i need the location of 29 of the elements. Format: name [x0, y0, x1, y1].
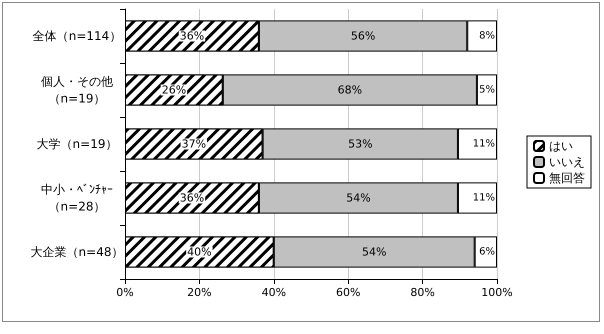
- y-tick-label: 個人・その他（n=19）: [41, 74, 113, 106]
- data-label: 36%: [180, 30, 204, 42]
- y-tick-label: 全体（n=114）: [32, 29, 122, 43]
- data-label: 37%: [182, 138, 206, 150]
- data-label: 53%: [348, 138, 373, 150]
- legend-label: はい: [549, 139, 573, 153]
- data-label: 26%: [162, 84, 186, 96]
- data-label: 11%: [472, 192, 495, 204]
- data-label: 11%: [472, 138, 495, 150]
- x-tick-label: 100%: [481, 286, 513, 299]
- y-tick-label: 中小・ﾍﾞﾝﾁｬｰ（n=28）: [41, 182, 113, 214]
- data-label: 8%: [479, 30, 495, 42]
- legend-label: 無回答: [549, 171, 585, 185]
- y-tick-label: 大学（n=19）: [36, 137, 118, 151]
- data-label: 6%: [479, 246, 495, 258]
- x-tick-label: 60%: [336, 286, 360, 299]
- data-label: 36%: [180, 192, 204, 204]
- x-tick-label: 0%: [116, 286, 134, 299]
- y-tick-label: 大企業（n=48）: [30, 245, 124, 259]
- data-label: 68%: [338, 84, 362, 96]
- x-tick-label: 20%: [187, 286, 212, 299]
- x-tick-label: 80%: [410, 286, 435, 299]
- data-label: 54%: [362, 246, 386, 258]
- legend-label: いいえ: [549, 155, 585, 169]
- data-label: 54%: [346, 192, 371, 204]
- data-label: 5%: [479, 84, 495, 96]
- x-tick-label: 40%: [262, 286, 286, 299]
- data-label: 56%: [350, 30, 376, 42]
- data-label: 40%: [187, 246, 212, 258]
